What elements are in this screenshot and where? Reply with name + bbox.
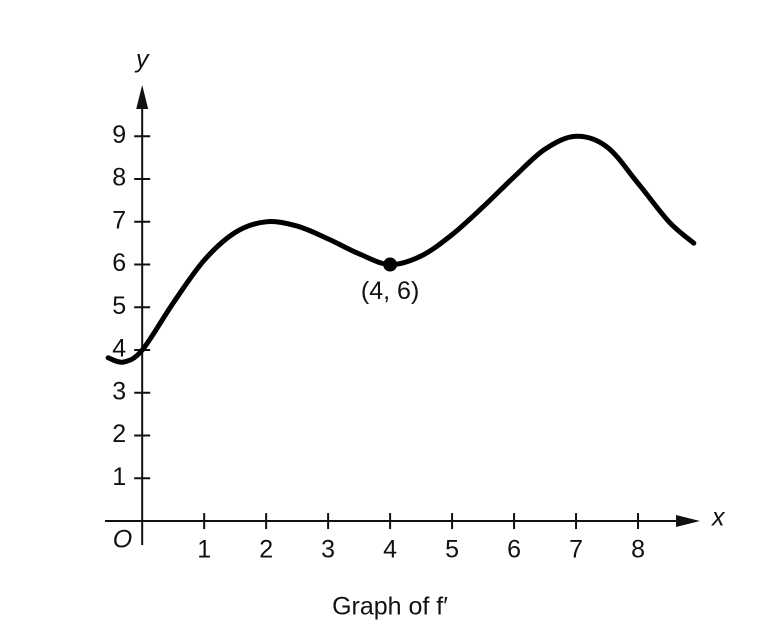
y-axis-label: y [134, 46, 150, 74]
point [383, 257, 398, 272]
y-tick-label: 6 [112, 249, 126, 277]
x-tick-label: 3 [321, 536, 335, 564]
x-tick-label: 2 [259, 536, 273, 564]
y-tick-label: 8 [112, 164, 126, 192]
y-tick-label: 2 [112, 420, 126, 448]
x-axis-arrow [676, 515, 700, 528]
y-tick-label: 5 [112, 292, 126, 320]
y-tick-label: 7 [112, 206, 126, 234]
x-tick-label: 1 [197, 536, 211, 564]
chart-title: Graph of f′ [332, 593, 448, 621]
y-tick-label: 4 [112, 335, 126, 363]
x-tick-label: 6 [507, 536, 521, 564]
y-tick-label: 3 [112, 377, 126, 405]
point-label: (4, 6) [361, 277, 419, 305]
y-tick-label: 1 [112, 463, 126, 491]
y-axis-arrow [136, 85, 149, 109]
x-tick-label: 5 [445, 536, 459, 564]
x-tick-label: 7 [569, 536, 583, 564]
x-axis-label: x [711, 504, 726, 532]
curve [105, 133, 697, 365]
y-tick-label: 9 [112, 121, 126, 149]
origin-label: O [113, 526, 132, 554]
x-tick-label: 4 [383, 536, 397, 564]
x-tick-label: 8 [631, 536, 645, 564]
